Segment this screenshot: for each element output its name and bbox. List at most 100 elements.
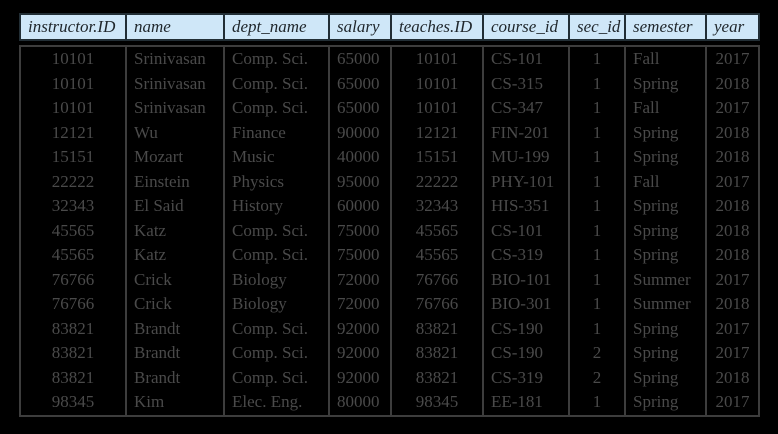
cell-salary: 40000	[330, 145, 392, 170]
cell-sec-id: 2	[570, 341, 626, 366]
table-row: 76766 Crick Biology 72000 76766 BIO-101 1 Summe…	[21, 267, 758, 293]
cell-instructor-id: 83821	[21, 341, 127, 366]
cell-name: Crick	[127, 267, 225, 293]
cell-salary: 72000	[330, 267, 392, 293]
cell-semester: Spring	[626, 316, 707, 342]
cell-salary: 92000	[330, 341, 392, 366]
cell-sec-id: 1	[570, 390, 626, 415]
cell-teaches-id: 83821	[392, 341, 484, 366]
cell-dept-name: Music	[225, 145, 330, 170]
cell-teaches-id: 32343	[392, 194, 484, 219]
table-row: 12121 Wu Finance 90000 12121 FIN-201 1 Spring 20…	[21, 120, 758, 146]
header-cell-semester: semester	[626, 15, 707, 39]
cell-sec-id: 1	[570, 218, 626, 244]
cell-salary: 65000	[330, 71, 392, 97]
cell-sec-id: 1	[570, 169, 626, 195]
cell-sec-id: 1	[570, 120, 626, 146]
table-row: 45565 Katz Comp. Sci. 75000 45565 CS-319 1 Spri…	[21, 243, 758, 268]
cell-teaches-id: 10101	[392, 96, 484, 121]
cell-name: Mozart	[127, 145, 225, 170]
header-cell-name: name	[127, 15, 225, 39]
cell-teaches-id: 45565	[392, 243, 484, 268]
cell-course-id: CS-319	[484, 243, 570, 268]
cell-sec-id: 1	[570, 316, 626, 342]
cell-instructor-id: 76766	[21, 292, 127, 317]
table-row: 10101 Srinivasan Comp. Sci. 65000 10101 CS-10…	[21, 47, 758, 72]
header-cell-salary: salary	[330, 15, 392, 39]
cell-salary: 90000	[330, 120, 392, 146]
cell-dept-name: Physics	[225, 169, 330, 195]
cell-year: 2018	[715, 147, 750, 167]
cell-course-id: CS-101	[484, 218, 570, 244]
cell-course-id: EE-181	[484, 390, 570, 415]
cell-teaches-id: 45565	[392, 218, 484, 244]
cell-course-id: MU-199	[484, 145, 570, 170]
cell-instructor-id: 10101	[21, 47, 127, 72]
cell-dept-name: Biology	[225, 267, 330, 293]
cell-sec-id: 1	[570, 96, 626, 121]
cell-instructor-id: 83821	[21, 365, 127, 391]
cell-semester: Spring	[626, 71, 707, 97]
table-row: 32343 El Said History 60000 32343 HIS-351 1 Spr…	[21, 194, 758, 219]
table-row: 45565 Katz Comp. Sci. 75000 45565 CS-101 1 Spri…	[21, 218, 758, 244]
cell-course-id: CS-190	[484, 341, 570, 366]
cell-name: Brandt	[127, 365, 225, 391]
cell-semester: Spring	[626, 145, 707, 170]
cell-semester: Spring	[626, 341, 707, 366]
cell-dept-name: Comp. Sci.	[225, 341, 330, 366]
cell-teaches-id: 22222	[392, 169, 484, 195]
cell-name: Einstein	[127, 169, 225, 195]
cell-dept-name: Comp. Sci.	[225, 365, 330, 391]
header-cell-dept-name: dept_name	[225, 15, 330, 39]
cell-teaches-id: 10101	[392, 71, 484, 97]
cell-semester: Spring	[626, 194, 707, 219]
cell-course-id: CS-101	[484, 47, 570, 72]
cell-semester: Spring	[626, 390, 707, 415]
cell-year: 2018	[715, 122, 750, 142]
cell-teaches-id: 10101	[392, 47, 484, 72]
cell-dept-name: History	[225, 194, 330, 219]
cell-year: 2017	[715, 269, 750, 289]
cell-sec-id: 1	[570, 292, 626, 317]
cell-dept-name: Comp. Sci.	[225, 47, 330, 72]
cell-year: 2018	[715, 245, 750, 265]
cell-instructor-id: 83821	[21, 316, 127, 342]
cell-instructor-id: 32343	[21, 194, 127, 219]
table-row: 15151 Mozart Music 40000 15151 MU-199 1 Spring 2…	[21, 145, 758, 170]
cell-dept-name: Comp. Sci.	[225, 71, 330, 97]
cell-course-id: CS-319	[484, 365, 570, 391]
cell-semester: Summer	[626, 267, 707, 293]
cell-teaches-id: 83821	[392, 316, 484, 342]
join-result-table: instructor.ID name dept_name salary teaches.…	[19, 13, 760, 417]
cell-instructor-id: 45565	[21, 243, 127, 268]
table-header-row: instructor.ID name dept_name salary teaches.…	[19, 13, 760, 41]
cell-salary: 92000	[330, 316, 392, 342]
table-row: 83821 Brandt Comp. Sci. 92000 83821 CS-190 1 Sp…	[21, 316, 758, 342]
cell-year: 2018	[715, 294, 750, 314]
cell-sec-id: 1	[570, 194, 626, 219]
cell-salary: 75000	[330, 218, 392, 244]
table-row: 22222 Einstein Physics 95000 22222 PHY-101 1 Fa…	[21, 169, 758, 195]
header-cell-sec-id: sec_id	[570, 15, 626, 39]
cell-course-id: BIO-101	[484, 267, 570, 293]
cell-salary: 95000	[330, 169, 392, 195]
cell-dept-name: Comp. Sci.	[225, 96, 330, 121]
cell-instructor-id: 22222	[21, 169, 127, 195]
cell-salary: 65000	[330, 47, 392, 72]
cell-year: 2018	[715, 73, 750, 93]
cell-teaches-id: 98345	[392, 390, 484, 415]
cell-name: Katz	[127, 218, 225, 244]
cell-dept-name: Comp. Sci.	[225, 243, 330, 268]
cell-sec-id: 2	[570, 365, 626, 391]
cell-sec-id: 1	[570, 267, 626, 293]
table-row: 10101 Srinivasan Comp. Sci. 65000 10101 CS-31…	[21, 71, 758, 97]
cell-course-id: HIS-351	[484, 194, 570, 219]
header-cell-year: year	[714, 17, 745, 36]
cell-year: 2017	[715, 98, 750, 118]
cell-teaches-id: 12121	[392, 120, 484, 146]
cell-semester: Fall	[626, 169, 707, 195]
cell-semester: Spring	[626, 365, 707, 391]
cell-year: 2017	[715, 392, 750, 412]
